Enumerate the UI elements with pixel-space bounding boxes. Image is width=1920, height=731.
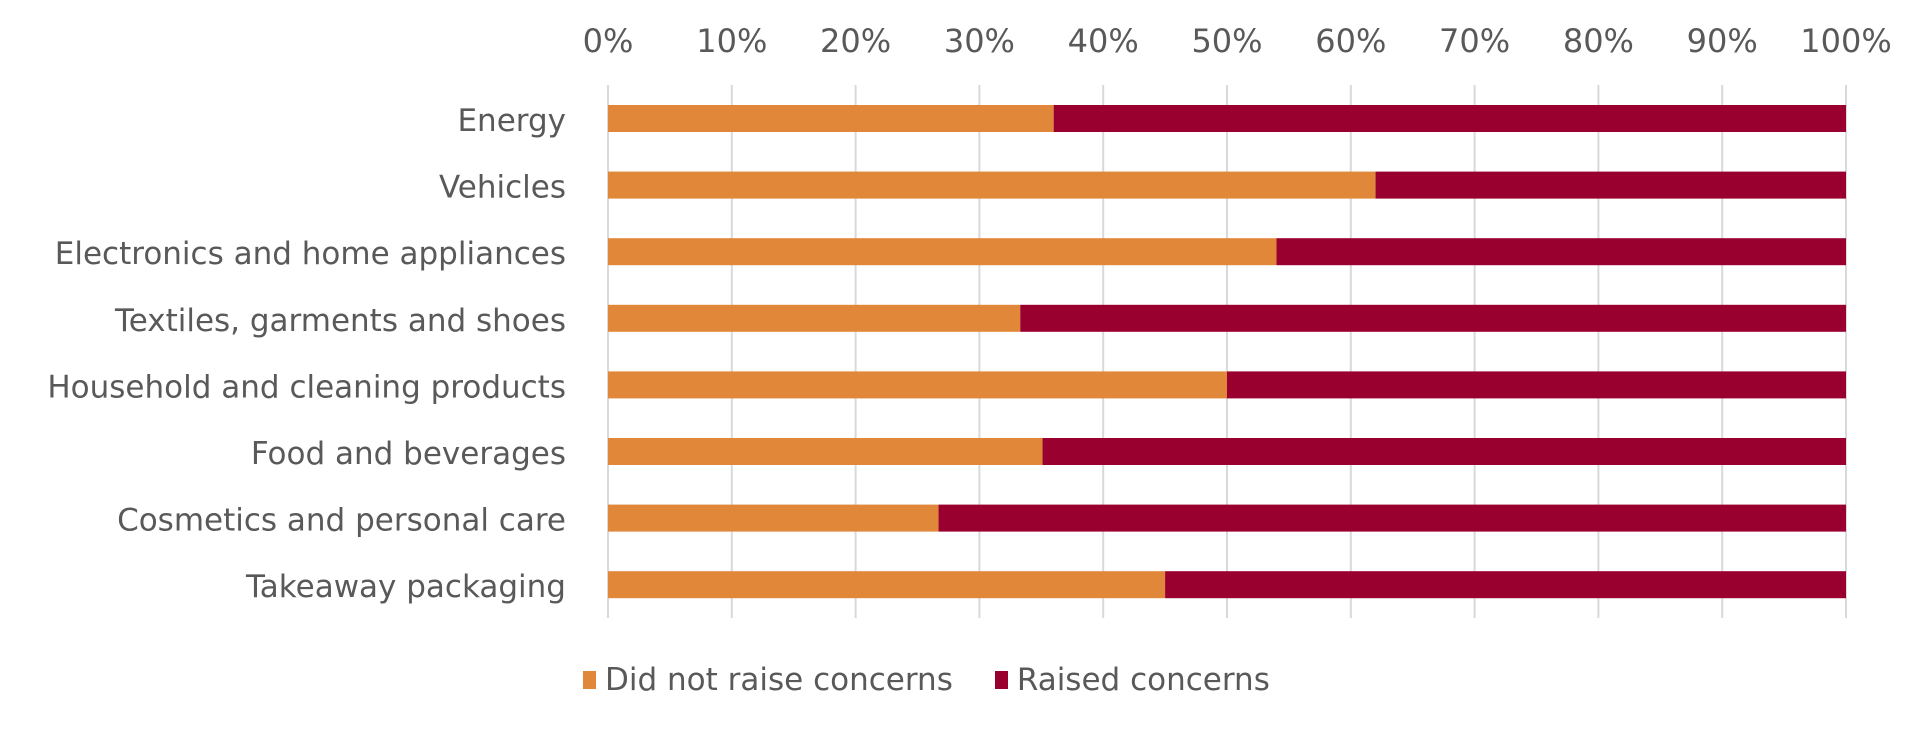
legend-item-did-not-raise: Did not raise concerns: [583, 662, 953, 698]
x-tick-label: 30%: [944, 22, 1015, 60]
legend-label-did-not-raise: Did not raise concerns: [605, 662, 953, 698]
bar-did-not-raise-concerns: [608, 371, 1227, 399]
bar-raised-concerns: [1020, 304, 1846, 332]
x-tick-label: 50%: [1191, 22, 1262, 60]
bar-did-not-raise-concerns: [608, 438, 1043, 465]
legend-item-raised: Raised concerns: [994, 662, 1270, 698]
bars: [608, 105, 1846, 599]
category-label: Energy: [457, 103, 566, 139]
x-axis-tick-labels: 0% 10% 20% 30% 40% 50% 60% 70% 80% 90% 100%: [583, 22, 1892, 60]
category-label: Textiles, garments and shoes: [114, 303, 566, 339]
x-tick-label: 10%: [696, 22, 767, 60]
legend-label-raised: Raised concerns: [1016, 662, 1270, 698]
x-tick-label: 90%: [1687, 22, 1758, 60]
x-tick-label: 100%: [1800, 22, 1891, 60]
bar-raised-concerns: [1053, 105, 1846, 132]
x-tick-label: 80%: [1563, 22, 1634, 60]
x-tick-label: 70%: [1439, 22, 1510, 60]
bar-did-not-raise-concerns: [608, 171, 1376, 199]
category-labels: Energy Vehicles Electronics and home appli…: [47, 103, 566, 605]
bar-did-not-raise-concerns: [608, 238, 1277, 266]
category-label: Household and cleaning products: [47, 369, 566, 405]
category-label: Vehicles: [439, 170, 566, 206]
bar-did-not-raise-concerns: [608, 571, 1166, 599]
bar-raised-concerns: [1375, 171, 1846, 199]
legend-swatch-raised: [994, 671, 1008, 689]
category-label: Cosmetics and personal care: [117, 503, 566, 539]
bar-did-not-raise-concerns: [608, 105, 1054, 132]
x-tick-label: 0%: [583, 22, 634, 60]
category-label: Takeaway packaging: [245, 569, 566, 605]
bar-raised-concerns: [1165, 571, 1846, 599]
gridlines: [607, 85, 1847, 618]
legend: Did not raise concerns Raised concerns: [583, 660, 1312, 700]
category-label: Electronics and home appliances: [55, 236, 566, 272]
x-tick-label: 20%: [820, 22, 891, 60]
bar-raised-concerns: [1276, 238, 1846, 266]
bar-raised-concerns: [938, 504, 1846, 532]
category-label: Food and beverages: [251, 436, 566, 472]
x-tick-label: 40%: [1068, 22, 1139, 60]
bar-raised-concerns: [1227, 371, 1846, 399]
legend-swatch-did-not-raise: [583, 671, 596, 689]
bar-did-not-raise-concerns: [608, 304, 1021, 332]
x-tick-label: 60%: [1315, 22, 1386, 60]
bar-raised-concerns: [1042, 438, 1846, 465]
bar-did-not-raise-concerns: [608, 504, 939, 532]
